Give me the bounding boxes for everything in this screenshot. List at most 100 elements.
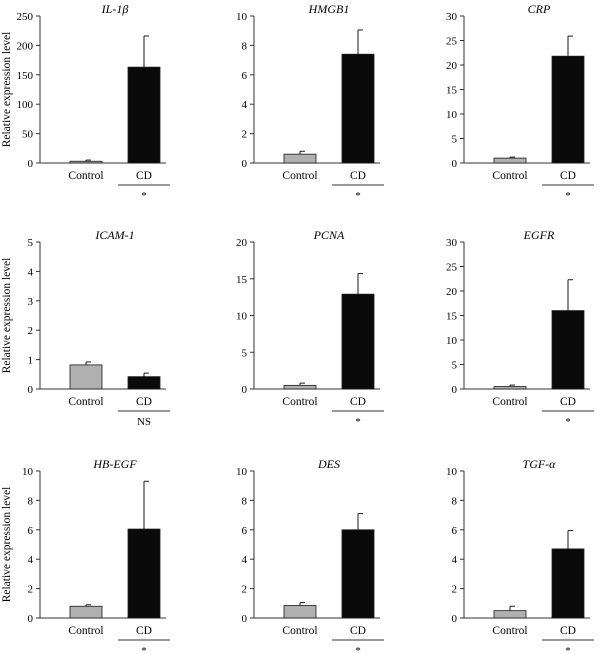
- y-tick-label: 20: [446, 60, 458, 72]
- y-tick-label: 5: [242, 347, 248, 359]
- significance-label: *: [141, 645, 147, 654]
- bar-control: [493, 386, 527, 390]
- y-tick-label: 20: [446, 286, 458, 298]
- y-tick-label: 2: [452, 584, 458, 596]
- y-tick-label: 0: [242, 613, 248, 625]
- y-tick-label: 0: [452, 384, 458, 396]
- y-axis-label: Relative expression level: [1, 32, 13, 148]
- y-tick-label: 5: [28, 237, 34, 249]
- y-tick-label: 2: [242, 129, 248, 141]
- y-tick-label: 0: [452, 613, 458, 625]
- panel-title: EGFR: [523, 228, 555, 242]
- y-tick-label: 6: [242, 525, 248, 537]
- significance-label: NS: [137, 416, 151, 428]
- bar-control: [283, 153, 317, 164]
- bar-cd: [127, 376, 161, 390]
- y-tick-label: 0: [242, 384, 248, 396]
- x-category-label: CD: [136, 170, 152, 182]
- bar-cd: [551, 310, 585, 390]
- x-category-label: CD: [560, 625, 576, 637]
- panel-title: TGF-α: [523, 457, 557, 471]
- y-tick-label: 200: [17, 40, 34, 52]
- x-category-label: CD: [136, 625, 152, 637]
- y-axis-label: Relative expression level: [1, 487, 13, 603]
- bar-cd: [551, 55, 585, 164]
- y-tick-label: 2: [28, 325, 34, 337]
- y-tick-label: 10: [236, 11, 248, 23]
- bar-cd: [127, 66, 161, 164]
- y-tick-label: 30: [446, 11, 458, 23]
- y-tick-label: 3: [28, 296, 34, 308]
- bar-cd: [341, 53, 375, 164]
- x-category-label: Control: [282, 170, 317, 182]
- y-tick-label: 10: [446, 466, 458, 478]
- y-tick-label: 2: [242, 584, 248, 596]
- panel-title: HB-EGF: [92, 457, 137, 471]
- y-tick-label: 15: [446, 85, 458, 97]
- y-tick-label: 0: [452, 158, 458, 170]
- y-tick-label: 0: [28, 613, 34, 625]
- x-category-label: Control: [68, 396, 103, 408]
- x-category-label: CD: [560, 396, 576, 408]
- y-tick-label: 10: [236, 311, 248, 323]
- bar-control: [493, 157, 527, 164]
- y-tick-label: 4: [28, 266, 34, 278]
- x-category-label: Control: [492, 625, 527, 637]
- significance-label: *: [355, 645, 361, 654]
- x-category-label: CD: [350, 625, 366, 637]
- y-tick-label: 0: [242, 158, 248, 170]
- y-tick-label: 4: [28, 554, 34, 566]
- x-category-label: CD: [350, 170, 366, 182]
- y-tick-label: 4: [452, 554, 458, 566]
- x-category-label: CD: [350, 396, 366, 408]
- y-tick-label: 25: [446, 36, 458, 48]
- significance-label: *: [565, 645, 571, 654]
- x-category-label: CD: [136, 396, 152, 408]
- y-tick-label: 20: [236, 237, 248, 249]
- panel-title: CRP: [528, 2, 551, 16]
- y-tick-label: 8: [242, 40, 248, 52]
- y-tick-label: 6: [28, 525, 34, 537]
- y-tick-label: 5: [452, 134, 458, 146]
- panel-title: DES: [317, 457, 340, 471]
- x-category-label: Control: [282, 396, 317, 408]
- significance-label: *: [355, 416, 361, 428]
- bar-cd: [341, 529, 375, 619]
- y-tick-label: 10: [446, 109, 458, 121]
- y-tick-label: 8: [452, 495, 458, 507]
- panel-title: ICAM-1: [94, 228, 134, 242]
- y-tick-label: 8: [242, 495, 248, 507]
- bar-control: [69, 605, 103, 619]
- y-tick-label: 6: [452, 525, 458, 537]
- y-tick-label: 0: [28, 384, 34, 396]
- y-tick-label: 150: [17, 70, 34, 82]
- y-tick-label: 50: [22, 129, 34, 141]
- y-tick-label: 25: [446, 262, 458, 274]
- bar-cd: [341, 293, 375, 390]
- y-tick-label: 4: [242, 99, 248, 111]
- y-tick-label: 10: [446, 335, 458, 347]
- bar-control: [283, 605, 317, 619]
- y-tick-label: 1: [28, 355, 34, 367]
- y-tick-label: 15: [446, 311, 458, 323]
- x-category-label: Control: [492, 396, 527, 408]
- significance-label: *: [565, 416, 571, 428]
- y-tick-label: 5: [452, 360, 458, 372]
- bar-cd: [127, 528, 161, 619]
- bar-cd: [551, 548, 585, 619]
- y-tick-label: 100: [17, 99, 34, 111]
- y-axis-label: Relative expression level: [1, 258, 13, 374]
- y-tick-label: 250: [17, 11, 34, 23]
- bar-control: [283, 384, 317, 390]
- x-category-label: Control: [68, 170, 103, 182]
- significance-label: *: [355, 190, 361, 202]
- y-tick-label: 8: [28, 495, 34, 507]
- x-category-label: Control: [492, 170, 527, 182]
- y-tick-label: 6: [242, 70, 248, 82]
- panel-title: HMGB1: [308, 2, 350, 16]
- bar-control: [493, 610, 527, 619]
- significance-label: *: [565, 190, 571, 202]
- panel-title: PCNA: [313, 228, 345, 242]
- y-tick-label: 4: [242, 554, 248, 566]
